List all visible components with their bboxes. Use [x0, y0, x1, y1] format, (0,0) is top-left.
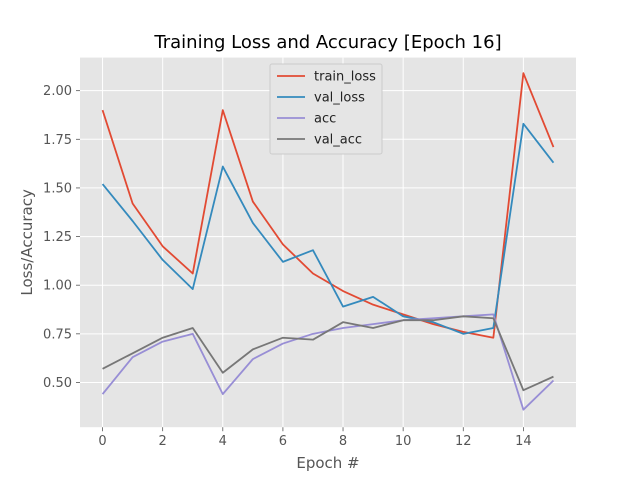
- series-line-train-loss: [101, 72, 555, 339]
- y-axis-label: Loss/Accuracy: [18, 189, 36, 296]
- x-tick-label: 8: [339, 434, 347, 449]
- series-line-val-acc: [102, 315, 554, 392]
- legend-label-acc: acc: [314, 112, 336, 127]
- series-line-val-loss: [101, 122, 555, 335]
- ticks: 0 2 4 6 8 10 12 14 0.50 0.75 1.00 1.25 1.50 1.75 2.00: [43, 84, 532, 449]
- y-tick-label: 2.00: [43, 84, 72, 99]
- y-tick-label: 0.50: [43, 376, 72, 391]
- x-tick-label: 14: [515, 434, 532, 449]
- x-tick-label: 0: [98, 434, 106, 449]
- x-tick-label: 10: [395, 434, 412, 449]
- y-tick-label: 1.75: [43, 133, 72, 148]
- legend-label-val-loss: val_loss: [314, 91, 365, 106]
- x-axis-label: Epoch #: [296, 454, 359, 472]
- chart-title: Training Loss and Accuracy [Epoch 16]: [153, 32, 501, 53]
- legend-box: [269, 63, 383, 155]
- x-tick-label: 12: [455, 434, 472, 449]
- y-tick-label: 1.50: [43, 181, 72, 196]
- legend-label-val-acc: val_acc: [314, 133, 362, 148]
- x-tick-label: 6: [279, 434, 287, 449]
- y-tick-label: 1.25: [43, 230, 72, 245]
- legend-label-train-loss: train_loss: [314, 70, 376, 85]
- series-group: [101, 72, 555, 411]
- x-tick-label: 2: [159, 434, 167, 449]
- y-tick-label: 1.00: [43, 279, 72, 294]
- y-tick-label: 0.75: [43, 327, 72, 342]
- x-tick-label: 4: [219, 434, 227, 449]
